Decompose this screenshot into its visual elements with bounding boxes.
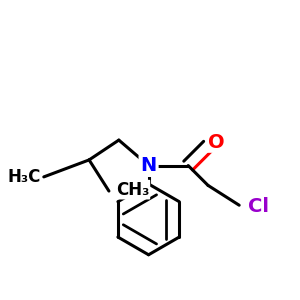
Text: H₃C: H₃C [8, 168, 41, 186]
Text: O: O [208, 133, 224, 152]
Text: CH₃: CH₃ [116, 181, 149, 199]
Text: Cl: Cl [248, 197, 269, 216]
Text: N: N [140, 156, 157, 175]
